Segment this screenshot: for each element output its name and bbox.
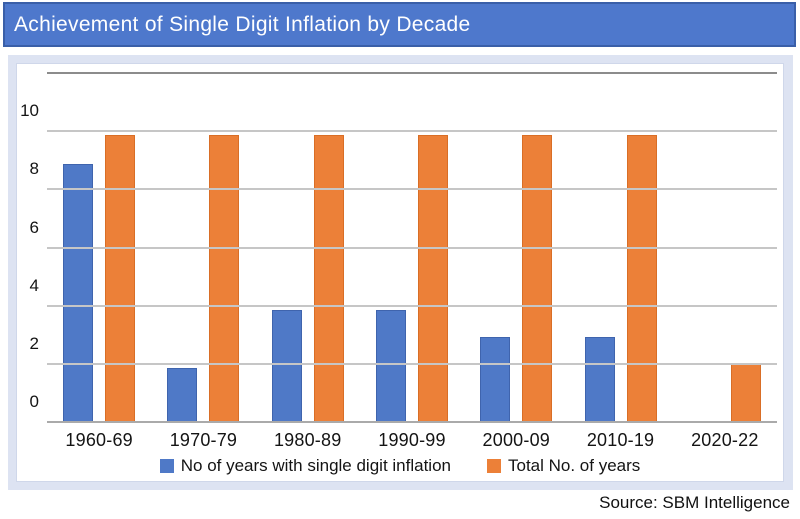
source-credit: Source: SBM Intelligence bbox=[599, 493, 790, 512]
gridline-y4 bbox=[47, 304, 777, 307]
x-axis-label-1960-69: 1960-69 bbox=[65, 430, 133, 450]
bar-total-years-1970-79 bbox=[209, 135, 240, 423]
legend-swatch-icon bbox=[159, 459, 174, 473]
bar-total-years-2000-09 bbox=[522, 135, 553, 423]
y-tick-label: 10 bbox=[20, 101, 39, 121]
chart-panel: 0 2 4 6 8 10 1960-69 1970-79 1980-89 1990-99 2000… bbox=[8, 55, 793, 490]
plot-top-border bbox=[47, 72, 777, 74]
bar-single-digit-years-1960-69 bbox=[63, 164, 94, 423]
x-axis-label-1980-89: 1980-89 bbox=[273, 430, 342, 450]
x-axis-label-2000-09: 2000-09 bbox=[482, 430, 550, 450]
legend-item-0: No of years with single digit inflation bbox=[159, 456, 451, 476]
x-axis-label-2020-22: 2020-22 bbox=[691, 430, 759, 450]
bar-single-digit-years-2010-19 bbox=[584, 337, 615, 423]
bar-total-years-2010-19 bbox=[626, 135, 657, 423]
bar-group-2000-09 bbox=[464, 74, 568, 423]
bar-total-years-1990-99 bbox=[417, 135, 448, 423]
bar-group-1960-69 bbox=[47, 74, 151, 423]
y-tick-label: 0 bbox=[29, 392, 39, 411]
bar-total-years-1960-69 bbox=[105, 135, 136, 423]
bar-group-1980-89 bbox=[256, 74, 360, 423]
gridline-y8 bbox=[47, 188, 777, 191]
page-title: Achievement of Single Digit Inflation by… bbox=[14, 12, 471, 36]
y-tick-label: 8 bbox=[29, 159, 39, 179]
gridline-y10 bbox=[47, 130, 777, 133]
plot-area: 0 2 4 6 8 10 bbox=[20, 72, 777, 423]
gridline-y2 bbox=[47, 362, 777, 365]
y-tick-label: 6 bbox=[29, 217, 39, 237]
bar-single-digit-years-1980-89 bbox=[271, 309, 302, 423]
bar-single-digit-years-2000-09 bbox=[480, 337, 511, 423]
gridline-y0 bbox=[47, 421, 777, 423]
bar-group-1990-99 bbox=[360, 74, 464, 423]
x-axis-label-1990-99: 1990-99 bbox=[378, 430, 446, 450]
bar-total-years-1980-89 bbox=[313, 135, 344, 423]
bar-group-2020-22 bbox=[673, 74, 777, 423]
chart-title-bar: Achievement of Single Digit Inflation by… bbox=[3, 2, 796, 47]
bars-row bbox=[47, 74, 777, 423]
bar-group-2010-19 bbox=[568, 74, 672, 423]
chart-card: 0 2 4 6 8 10 1960-69 1970-79 1980-89 1990-99 2000… bbox=[16, 63, 784, 482]
legend-label: Total No. of years bbox=[507, 456, 641, 475]
legend-label: No of years with single digit inflation bbox=[180, 456, 451, 475]
bar-group-1970-79 bbox=[151, 74, 255, 423]
bar-single-digit-years-1990-99 bbox=[375, 309, 406, 423]
y-tick-label: 4 bbox=[29, 275, 39, 295]
x-axis-label-2010-19: 2010-19 bbox=[586, 430, 655, 450]
x-axis-labels: 1960-69 1970-79 1980-89 1990-99 2000-09 2010-… bbox=[47, 430, 777, 451]
x-axis-label-1970-79: 1970-79 bbox=[169, 430, 238, 450]
chart-legend: No of years with single digit inflation T… bbox=[17, 456, 783, 476]
legend-item-1: Total No. of years bbox=[486, 456, 641, 476]
y-tick-label: 2 bbox=[29, 333, 39, 353]
gridline-y6 bbox=[47, 246, 777, 249]
bar-total-years-2020-22 bbox=[730, 363, 761, 423]
bar-single-digit-years-1970-79 bbox=[167, 367, 198, 423]
legend-swatch-icon bbox=[486, 459, 501, 473]
